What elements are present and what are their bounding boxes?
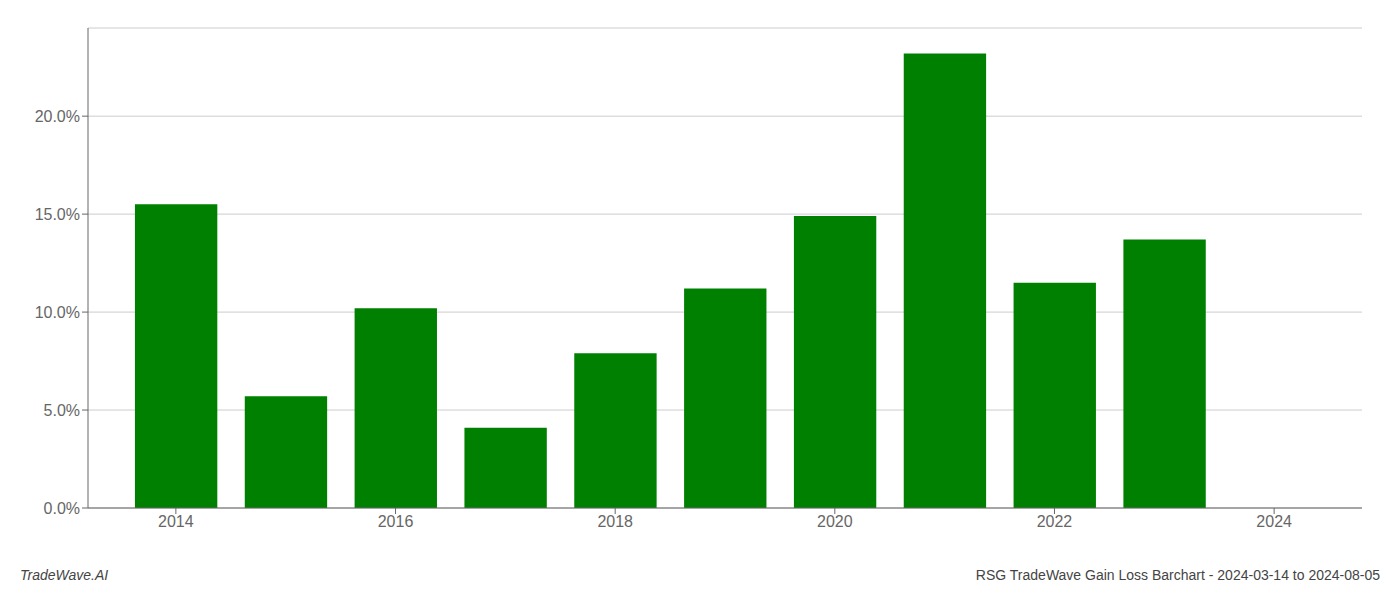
svg-text:20.0%: 20.0% [35,108,80,125]
svg-text:0.0%: 0.0% [44,500,80,517]
svg-text:2022: 2022 [1037,513,1073,530]
svg-text:5.0%: 5.0% [44,402,80,419]
html-text:TradeWave.AI: TradeWave.AI [20,567,109,583]
svg-text:2024: 2024 [1256,513,1292,530]
svg-text:15.0%: 15.0% [35,206,80,223]
svg-text:2018: 2018 [597,513,633,530]
svg-text:2014: 2014 [158,513,194,530]
svg-text:10.0%: 10.0% [35,304,80,321]
svg-text:2016: 2016 [378,513,414,530]
html-text:RSG TradeWave Gain Loss Barcha: RSG TradeWave Gain Loss Barchart - 2024-… [975,567,1380,583]
svg-text:2020: 2020 [817,513,853,530]
